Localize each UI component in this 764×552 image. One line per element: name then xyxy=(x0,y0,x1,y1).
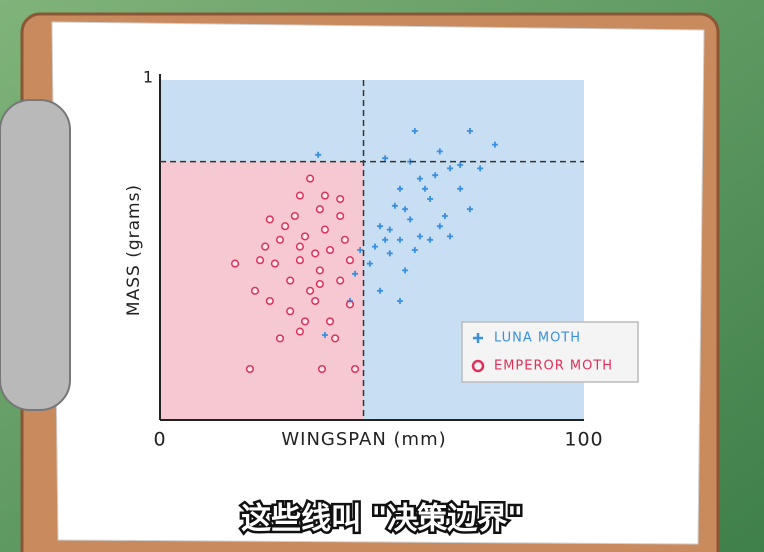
point xyxy=(261,242,270,251)
point xyxy=(320,191,329,200)
point xyxy=(336,211,345,221)
point xyxy=(336,194,345,204)
x-tick-label: 0 xyxy=(153,429,166,451)
chart: 0 100 1 WINGSPAN (mm) MASS (grams) LUNA MOTH E… xyxy=(124,68,639,451)
point xyxy=(396,185,403,192)
region xyxy=(160,161,364,420)
point xyxy=(320,225,329,234)
point xyxy=(281,222,290,231)
point xyxy=(411,247,418,253)
point xyxy=(407,216,414,223)
point xyxy=(295,242,304,251)
point xyxy=(300,317,310,326)
point xyxy=(306,174,315,183)
y-tick-label: 1 xyxy=(143,68,154,87)
point xyxy=(382,155,389,162)
point xyxy=(416,175,423,182)
point xyxy=(250,286,260,295)
point xyxy=(230,259,240,268)
legend-marker xyxy=(471,359,485,373)
point xyxy=(275,334,285,343)
point xyxy=(427,196,434,202)
point xyxy=(396,236,403,243)
point xyxy=(311,296,320,306)
point xyxy=(295,191,304,200)
point xyxy=(432,172,439,179)
point xyxy=(391,202,398,209)
point xyxy=(331,334,340,343)
y-axis-label: MASS (grams) xyxy=(124,184,144,316)
point xyxy=(402,206,409,213)
point xyxy=(377,223,384,230)
point xyxy=(336,276,345,285)
point xyxy=(300,232,310,241)
point xyxy=(427,236,434,243)
point xyxy=(265,296,274,306)
point xyxy=(422,185,428,192)
point xyxy=(345,300,355,309)
point xyxy=(270,259,279,268)
x-axis-label: WINGSPAN (mm) xyxy=(281,429,446,450)
point xyxy=(265,215,274,224)
x-tick-label: 100 xyxy=(564,429,603,451)
point xyxy=(295,327,304,336)
point xyxy=(315,205,324,214)
point xyxy=(275,235,285,244)
point xyxy=(411,128,418,134)
point xyxy=(457,185,464,192)
point xyxy=(466,128,473,134)
point xyxy=(416,233,423,240)
point xyxy=(457,162,464,168)
point xyxy=(311,249,320,258)
point xyxy=(447,233,454,240)
point xyxy=(382,236,389,243)
point xyxy=(441,213,448,219)
point xyxy=(286,307,295,316)
point xyxy=(386,250,393,257)
point xyxy=(352,270,359,277)
point xyxy=(491,141,498,148)
point xyxy=(325,317,335,326)
caption: 这些线叫 "决策边界" xyxy=(241,502,523,537)
point xyxy=(306,286,315,295)
point xyxy=(371,243,378,250)
point xyxy=(315,151,322,158)
legend-label: EMPEROR MOTH xyxy=(494,359,613,374)
point xyxy=(290,211,299,221)
legend xyxy=(461,321,639,383)
point xyxy=(377,287,384,294)
point xyxy=(286,276,295,285)
point xyxy=(396,298,403,304)
point xyxy=(295,256,304,265)
legend-label: LUNA MOTH xyxy=(494,331,581,346)
legend-marker xyxy=(473,333,483,343)
point xyxy=(345,256,355,265)
point xyxy=(466,206,473,213)
point xyxy=(317,364,327,374)
point xyxy=(477,165,484,172)
point xyxy=(325,245,335,255)
point xyxy=(315,279,324,289)
point xyxy=(350,364,360,374)
point xyxy=(315,266,324,275)
point xyxy=(245,364,254,374)
clip xyxy=(0,99,71,411)
point xyxy=(386,226,393,233)
point xyxy=(256,256,265,265)
point xyxy=(436,223,443,230)
point xyxy=(447,165,454,172)
point xyxy=(366,260,373,267)
point xyxy=(436,148,443,155)
point xyxy=(340,235,349,244)
point xyxy=(321,332,328,338)
point xyxy=(357,247,364,253)
point xyxy=(402,267,409,274)
